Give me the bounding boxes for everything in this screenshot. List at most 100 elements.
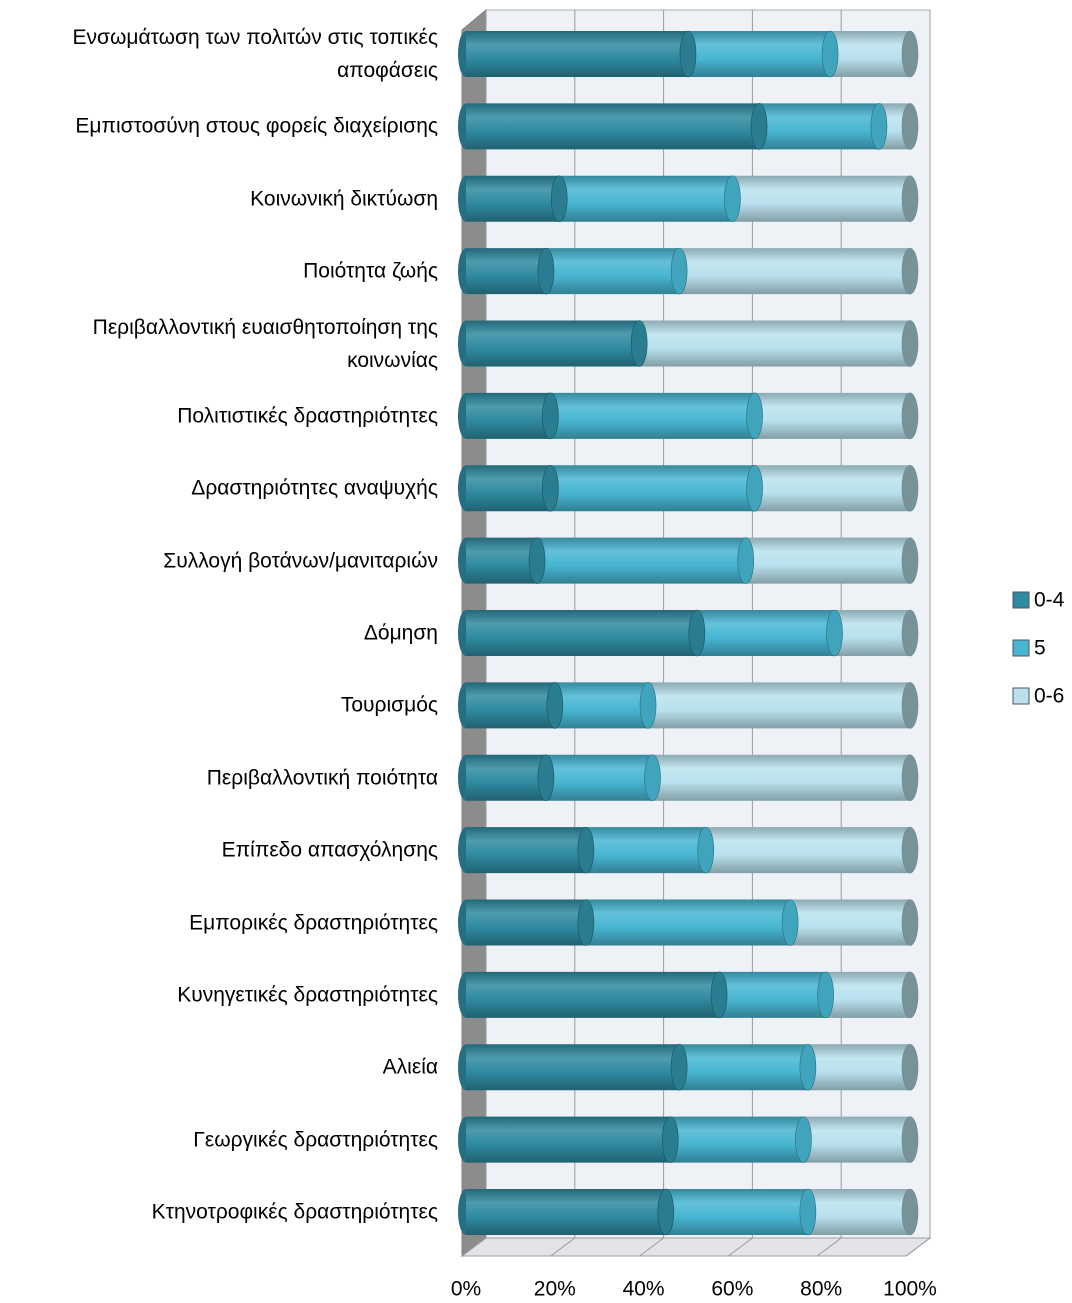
- x-tick-label: 40%: [623, 1278, 665, 1301]
- bar: [830, 31, 910, 77]
- bar: [545, 248, 680, 295]
- bar-cap: [901, 1116, 919, 1163]
- bar-cap: [550, 175, 568, 223]
- y-tick-label: Δραστηριότητες αναψυχής: [191, 476, 438, 500]
- bar-cap: [750, 103, 768, 150]
- bar-cap: [670, 247, 688, 295]
- bar: [803, 1116, 910, 1163]
- legend-swatch: [1012, 591, 1030, 609]
- x-tick-label: 80%: [800, 1278, 842, 1301]
- bar: [652, 754, 910, 801]
- bar: [732, 175, 910, 222]
- bar-cap: [901, 899, 919, 946]
- bar-cap: [537, 247, 555, 295]
- bar-cap: [901, 103, 919, 150]
- bar: [807, 1044, 910, 1091]
- x-tick-label: 100%: [883, 1278, 937, 1301]
- bar: [466, 175, 560, 222]
- bar-cap: [724, 175, 741, 223]
- bar-cap: [661, 1116, 679, 1163]
- y-tick-label: Περιβαλλοντική ευαισθητοποίηση της κοινω…: [92, 315, 438, 372]
- bar-cap: [795, 1116, 812, 1163]
- bar: [466, 1116, 671, 1163]
- bar: [466, 31, 688, 77]
- bar-cap: [901, 464, 919, 512]
- bar: [554, 682, 649, 729]
- y-tick-label: Εμπορικές δραστηριότητες: [189, 911, 438, 934]
- legend-swatch: [1012, 687, 1030, 705]
- bar-cap: [901, 537, 919, 584]
- bar: [466, 754, 546, 801]
- bar-cap: [746, 464, 763, 512]
- bar: [679, 248, 910, 295]
- bar: [466, 248, 546, 295]
- y-tick-label: Γεωργικές δραστηριότητες: [193, 1128, 438, 1152]
- floor-grid-line: [728, 1237, 753, 1257]
- legend-label: 5: [1034, 637, 1046, 660]
- bar: [585, 899, 791, 946]
- bar: [648, 682, 910, 729]
- y-tick-label: Τουρισμός: [340, 693, 438, 717]
- floor: [460, 1237, 932, 1257]
- bar-cap: [710, 971, 728, 1019]
- bar: [585, 827, 706, 874]
- bar: [754, 392, 910, 439]
- floor-grid-line: [639, 1237, 664, 1257]
- bar-cap: [901, 1188, 919, 1236]
- y-tick-label: Ποιότητα ζωής: [303, 259, 438, 283]
- bar: [639, 320, 910, 367]
- bar-cap: [901, 175, 919, 223]
- bar: [719, 971, 826, 1018]
- bar: [466, 899, 586, 946]
- bar-cap: [821, 30, 839, 78]
- bar: [754, 465, 910, 512]
- bar: [679, 1044, 808, 1091]
- bar: [790, 899, 910, 946]
- bar-cap: [901, 754, 919, 802]
- bar: [670, 1116, 804, 1163]
- bar-cap: [901, 247, 919, 295]
- bar-cap: [639, 682, 657, 729]
- bar-cap: [870, 103, 888, 150]
- bar: [550, 392, 755, 439]
- bar: [807, 1189, 910, 1235]
- bar: [466, 971, 720, 1018]
- y-tick-label: Εμπιστοσύνη στους φορείς διαχείρισης: [75, 114, 438, 138]
- bar: [537, 537, 746, 584]
- bar-cap: [901, 682, 919, 729]
- x-tick-label: 60%: [711, 1278, 753, 1301]
- floor-grid-line: [550, 1237, 576, 1257]
- bar-cap: [799, 1188, 817, 1236]
- bar-cap: [901, 971, 919, 1019]
- bar: [550, 465, 755, 512]
- bar-cap: [826, 609, 843, 657]
- bar-cap: [670, 1043, 688, 1091]
- bar: [688, 31, 831, 77]
- bar-cap: [537, 754, 555, 802]
- legend-label: 0-4: [1034, 589, 1065, 612]
- bar-cap: [901, 320, 919, 367]
- bar-cap: [901, 30, 919, 78]
- bar: [745, 537, 910, 584]
- bar-cap: [746, 392, 763, 440]
- bar-cap: [644, 754, 661, 802]
- bar: [466, 320, 640, 367]
- bar-cap: [901, 1043, 919, 1091]
- bar: [759, 103, 879, 150]
- y-tick-label: Κτηνοτροφικές δραστηριότητες: [151, 1200, 438, 1224]
- bar-cap: [901, 826, 919, 874]
- bar: [466, 1189, 666, 1235]
- bar: [466, 610, 697, 656]
- legend-label: 0-6: [1034, 685, 1064, 708]
- y-tick-label: Αλιεία: [382, 1055, 438, 1079]
- y-tick-label: Κοινωνική δικτύωση: [250, 187, 438, 211]
- y-tick-label: Επίπεδο απασχόλησης: [221, 838, 438, 862]
- x-tick-label: 20%: [534, 1278, 576, 1301]
- y-tick-label: Πολιτιστικές δραστηριότητες: [177, 404, 438, 428]
- bar-cap: [817, 971, 834, 1019]
- y-tick-label: Ενσωμάτωση των πολιτών στις τοπικές αποφ…: [72, 26, 438, 82]
- bar-cap: [542, 464, 559, 512]
- bar: [696, 610, 835, 656]
